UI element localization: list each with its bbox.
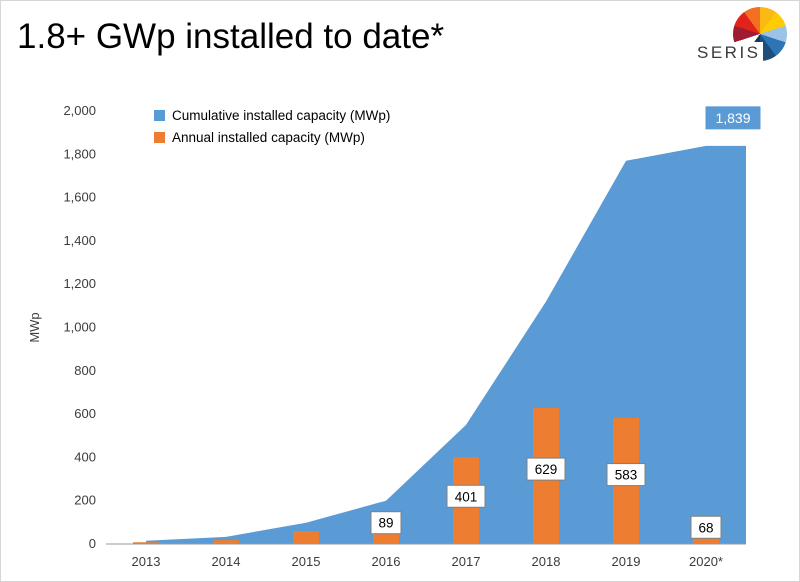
cumulative-label-box	[704, 105, 762, 131]
x-tick-label: 2013	[132, 554, 161, 569]
bar-label-box	[370, 511, 402, 535]
y-tick-label: 2,000	[63, 103, 96, 118]
chart-legend: Cumulative installed capacity (MWp) Annu…	[154, 104, 390, 148]
bar-label: 583	[615, 468, 638, 483]
y-tick-label: 0	[89, 536, 96, 551]
bar-label-box	[606, 463, 646, 487]
legend-label-cumulative: Cumulative installed capacity (MWp)	[172, 107, 391, 123]
bar-label: 89	[378, 516, 393, 531]
y-tick-label: 1,400	[63, 233, 96, 248]
seris-logo-text: SERIS	[697, 42, 763, 63]
bar-label: 68	[698, 520, 713, 535]
y-tick-label: 1,600	[63, 190, 96, 205]
x-tick-label: 2020*	[689, 554, 723, 569]
x-tick-label: 2019	[612, 554, 641, 569]
x-tick-label: 2014	[212, 554, 241, 569]
legend-swatch-annual-icon	[154, 131, 165, 143]
bar-label-box	[446, 484, 486, 508]
bar-label: 629	[535, 462, 558, 477]
legend-swatch-cumulative-icon	[154, 109, 165, 121]
y-tick-label: 1,800	[63, 146, 96, 161]
cumulative-label: 1,839	[715, 110, 750, 126]
y-axis-title: MWp	[27, 312, 42, 342]
annual-bar-2013	[133, 542, 159, 544]
y-tick-label: 800	[74, 363, 96, 378]
x-tick-label: 2016	[372, 554, 401, 569]
x-tick-label: 2017	[452, 554, 481, 569]
bar-label-box	[526, 457, 566, 481]
bar-label: 401	[455, 489, 478, 504]
bar-label-box	[690, 515, 722, 539]
annual-bar-2014	[213, 540, 239, 544]
legend-item-annual: Annual installed capacity (MWp)	[154, 126, 390, 148]
x-tick-label: 2018	[532, 554, 561, 569]
y-tick-label: 1,000	[63, 320, 96, 335]
y-tick-label: 1,200	[63, 276, 96, 291]
seris-logo: SERIS	[697, 5, 789, 67]
legend-label-annual: Annual installed capacity (MWp)	[172, 129, 365, 145]
page-title: 1.8+ GWp installed to date*	[17, 17, 445, 56]
annual-bar-2015	[293, 531, 319, 544]
y-tick-label: 400	[74, 449, 96, 464]
y-tick-label: 200	[74, 493, 96, 508]
legend-item-cumulative: Cumulative installed capacity (MWp)	[154, 104, 390, 126]
cumulative-area-series	[146, 145, 746, 544]
x-tick-label: 2015	[292, 554, 321, 569]
y-tick-label: 600	[74, 406, 96, 421]
